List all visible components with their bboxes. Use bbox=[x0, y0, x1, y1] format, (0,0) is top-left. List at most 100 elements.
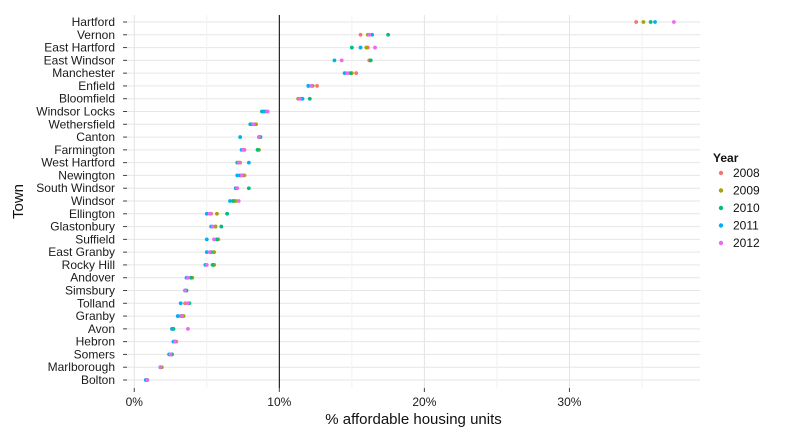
point-2012-tolland bbox=[186, 301, 190, 306]
legend-label-2012: 2012 bbox=[733, 236, 760, 250]
point-2012-farmington bbox=[241, 147, 245, 152]
point-2011-canton bbox=[238, 135, 243, 139]
point-2011-avon bbox=[170, 326, 174, 331]
y-tick-label: Hartford bbox=[72, 15, 115, 29]
point-2009-windsor bbox=[233, 199, 238, 203]
y-tick-label: Bloomfield bbox=[59, 92, 115, 106]
point-2011-windsor-locks bbox=[261, 109, 266, 114]
point-2012-hebron bbox=[172, 339, 177, 344]
point-2011-west-hartford bbox=[246, 160, 251, 165]
legend-title: Year bbox=[713, 151, 739, 165]
point-2012-windsor-locks bbox=[265, 109, 270, 114]
x-axis-title: % affordable housing units bbox=[325, 411, 502, 428]
point-2011-vernon bbox=[370, 32, 375, 37]
point-2011-ellington bbox=[204, 211, 209, 216]
legend: Year 2008 2009 2010 2011 2012 bbox=[713, 151, 760, 250]
point-2010-andover bbox=[188, 275, 193, 280]
point-2012-east-windsor bbox=[339, 58, 344, 63]
point-2010-rocky-hill bbox=[210, 263, 215, 267]
point-2010-windsor bbox=[230, 199, 235, 203]
legend-key-2010 bbox=[718, 205, 724, 211]
point-2010-east-hartford bbox=[349, 45, 354, 50]
point-2012-enfield bbox=[309, 84, 314, 88]
point-2012-granby bbox=[180, 314, 185, 318]
y-tick-label: Farmington bbox=[54, 143, 115, 157]
y-tick-label: Somers bbox=[74, 347, 115, 361]
legend-label-2008: 2008 bbox=[733, 166, 760, 180]
y-tick-label: West Hartford bbox=[41, 156, 115, 170]
point-2011-east-windsor bbox=[332, 58, 337, 63]
point-2012-marlborough bbox=[158, 365, 163, 370]
point-2010-bloomfield bbox=[307, 96, 312, 101]
legend-key-2009 bbox=[718, 188, 724, 193]
data-points bbox=[143, 20, 676, 382]
x-tick-label: 20% bbox=[412, 395, 436, 409]
point-2008-vernon bbox=[358, 32, 363, 37]
point-2012-east-hartford bbox=[373, 45, 377, 50]
y-tick-label: Windsor Locks bbox=[36, 105, 115, 119]
point-2008-tolland bbox=[183, 301, 187, 306]
y-tick-label: Suffield bbox=[75, 232, 115, 246]
point-2009-ellington bbox=[215, 211, 219, 216]
y-tick-label: East Windsor bbox=[44, 53, 115, 67]
point-2012-east-granby bbox=[207, 250, 212, 255]
point-2012-manchester bbox=[345, 71, 350, 76]
legend-key-2011 bbox=[718, 223, 724, 228]
y-tick-label: Enfield bbox=[78, 79, 115, 93]
x-axis-tick-labels: 0% 10% 20% 30% bbox=[126, 388, 582, 409]
y-tick-label: Windsor bbox=[71, 194, 115, 208]
y-axis-title: Town bbox=[10, 184, 27, 219]
point-2012-simsbury bbox=[183, 288, 187, 293]
y-tick-label: Manchester bbox=[52, 66, 115, 80]
point-2012-ellington bbox=[207, 211, 212, 216]
point-2010-manchester bbox=[348, 71, 353, 76]
point-2010-farmington bbox=[255, 147, 260, 152]
point-2012-wethersfield bbox=[251, 122, 256, 127]
point-2010-hartford bbox=[648, 20, 653, 24]
y-tick-label: Avon bbox=[88, 322, 115, 336]
point-2011-east-granby bbox=[204, 250, 209, 255]
y-tick-label: Wethersfield bbox=[49, 117, 115, 131]
point-2012-suffield bbox=[212, 237, 216, 242]
point-2010-ellington bbox=[225, 211, 229, 216]
point-2012-avon bbox=[186, 326, 190, 331]
point-2012-bolton bbox=[145, 378, 150, 382]
point-2009-east-granby bbox=[212, 250, 216, 255]
y-tick-label: Newington bbox=[58, 168, 115, 182]
point-2011-hartford bbox=[653, 20, 657, 24]
point-2009-wethersfield bbox=[254, 122, 259, 127]
point-2008-enfield bbox=[315, 84, 319, 88]
y-tick-label: Marlborough bbox=[48, 360, 115, 374]
y-tick-label: Glastonbury bbox=[50, 220, 115, 234]
y-tick-label: South Windsor bbox=[36, 181, 115, 195]
point-2012-rocky-hill bbox=[204, 263, 209, 267]
x-tick-label: 0% bbox=[126, 395, 144, 409]
y-tick-label: Hebron bbox=[76, 335, 115, 349]
point-2012-andover bbox=[186, 275, 190, 280]
point-2011-east-hartford bbox=[358, 45, 363, 50]
y-tick-label: Rocky Hill bbox=[62, 258, 115, 272]
point-2012-canton bbox=[257, 135, 261, 139]
point-2012-west-hartford bbox=[236, 160, 241, 165]
point-2011-manchester bbox=[342, 71, 347, 76]
point-2009-glastonbury bbox=[213, 224, 218, 229]
legend-key-2012 bbox=[718, 240, 724, 246]
legend-label-2009: 2009 bbox=[733, 184, 760, 198]
y-tick-label: East Granby bbox=[48, 245, 115, 259]
point-2010-east-windsor bbox=[368, 58, 373, 63]
legend-label-2010: 2010 bbox=[733, 201, 760, 215]
point-2009-hartford bbox=[641, 20, 646, 24]
point-2010-vernon bbox=[386, 32, 391, 37]
point-2009-east-hartford bbox=[364, 45, 369, 50]
y-tick-label: Bolton bbox=[81, 373, 115, 387]
grid-lines bbox=[127, 15, 700, 388]
point-2011-windsor bbox=[228, 199, 232, 203]
x-tick-label: 30% bbox=[557, 395, 581, 409]
point-2010-south-windsor bbox=[246, 186, 251, 191]
point-2008-manchester bbox=[354, 71, 359, 76]
y-tick-label: East Hartford bbox=[44, 41, 115, 55]
y-tick-label: Canton bbox=[76, 130, 115, 144]
y-tick-label: Andover bbox=[70, 271, 115, 285]
